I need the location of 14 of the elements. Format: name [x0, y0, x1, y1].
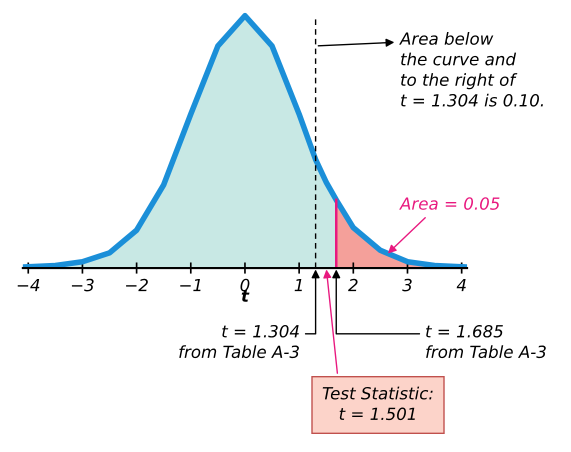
x-tick-label: −4 — [18, 278, 40, 292]
annotation: t = 1.685 from Table A-3 — [426, 324, 546, 358]
annotation: Area below the curve and to the right of t = 1.304 is 0.10. — [399, 32, 543, 107]
annotation: t = 1.304 from Table A-3 — [179, 324, 299, 358]
annotation: Test Statistic: t = 1.501 — [322, 386, 433, 420]
x-tick-label: −3 — [72, 278, 94, 292]
x-tick-label: −1 — [180, 278, 201, 292]
x-tick-label: 1 — [294, 278, 302, 292]
x-tick-label: −2 — [126, 278, 148, 292]
x-axis-title: t — [242, 290, 250, 302]
x-tick-label: 4 — [456, 278, 466, 292]
x-tick-label: 2 — [348, 278, 358, 292]
x-tick-label: 3 — [402, 278, 412, 292]
annotation: Area = 0.05 — [399, 197, 500, 210]
